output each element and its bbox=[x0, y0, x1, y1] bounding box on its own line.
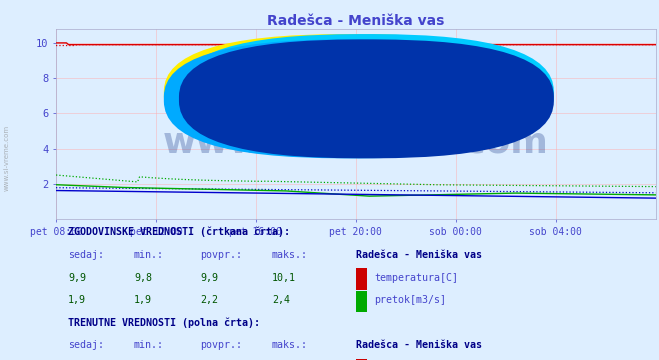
Text: Radešca - Meniška vas: Radešca - Meniška vas bbox=[356, 340, 482, 350]
Text: povpr.:: povpr.: bbox=[200, 340, 242, 350]
Text: 9,9: 9,9 bbox=[200, 273, 218, 283]
Text: Radešca - Meniška vas: Radešca - Meniška vas bbox=[356, 250, 482, 260]
Text: www.si-vreme.com: www.si-vreme.com bbox=[163, 126, 549, 160]
Text: 9,9: 9,9 bbox=[68, 273, 86, 283]
Text: 10,1: 10,1 bbox=[272, 273, 296, 283]
Text: 1,9: 1,9 bbox=[134, 295, 152, 305]
Text: 2,2: 2,2 bbox=[200, 295, 218, 305]
FancyBboxPatch shape bbox=[179, 34, 554, 153]
Text: 9,8: 9,8 bbox=[134, 273, 152, 283]
Text: www.si-vreme.com: www.si-vreme.com bbox=[3, 125, 10, 192]
Text: maks.:: maks.: bbox=[272, 250, 308, 260]
FancyBboxPatch shape bbox=[164, 39, 539, 158]
Text: pretok[m3/s]: pretok[m3/s] bbox=[374, 295, 446, 305]
FancyBboxPatch shape bbox=[179, 39, 554, 158]
Bar bbox=[356, 291, 366, 312]
Text: 1,9: 1,9 bbox=[68, 295, 86, 305]
FancyBboxPatch shape bbox=[164, 34, 539, 153]
Text: povpr.:: povpr.: bbox=[200, 250, 242, 260]
Text: ZGODOVINSKE VREDNOSTI (črtkana črta):: ZGODOVINSKE VREDNOSTI (črtkana črta): bbox=[68, 226, 290, 237]
Text: sedaj:: sedaj: bbox=[68, 250, 104, 260]
Text: temperatura[C]: temperatura[C] bbox=[374, 273, 458, 283]
Text: sedaj:: sedaj: bbox=[68, 340, 104, 350]
Title: Radešca - Meniška vas: Radešca - Meniška vas bbox=[267, 14, 445, 28]
Bar bbox=[356, 359, 366, 360]
Text: maks.:: maks.: bbox=[272, 340, 308, 350]
Text: min.:: min.: bbox=[134, 250, 164, 260]
Text: 2,4: 2,4 bbox=[272, 295, 290, 305]
Text: TRENUTNE VREDNOSTI (polna črta):: TRENUTNE VREDNOSTI (polna črta): bbox=[68, 318, 260, 328]
Text: min.:: min.: bbox=[134, 340, 164, 350]
Bar bbox=[356, 269, 366, 289]
